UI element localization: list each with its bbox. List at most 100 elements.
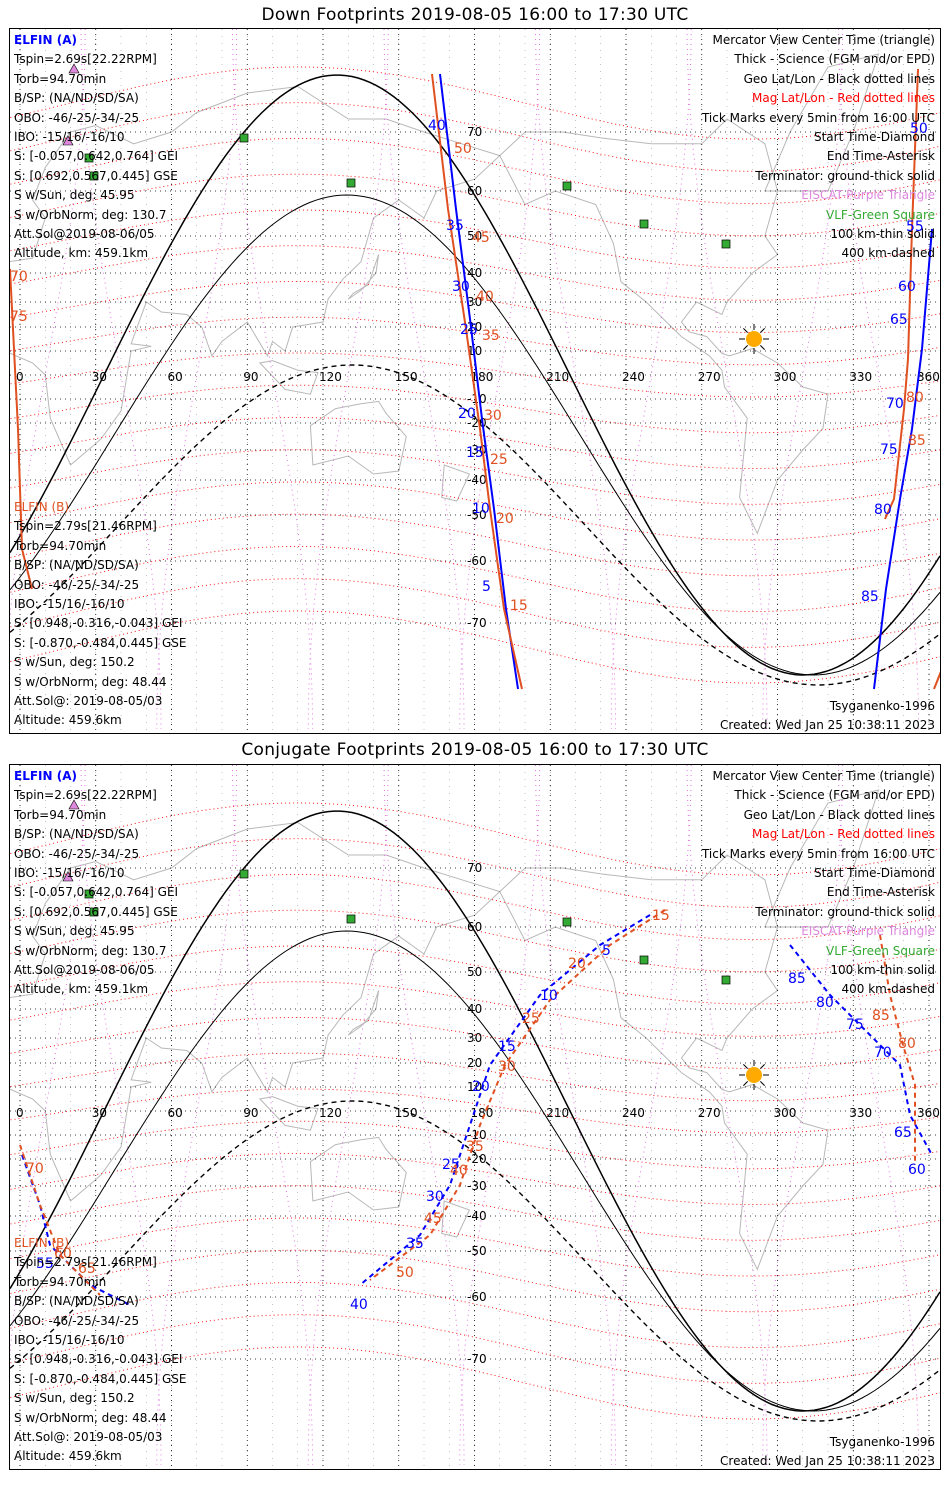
lon-tick-label: 210: [546, 1106, 569, 1120]
track-time-label: 20: [458, 406, 476, 422]
info-line: B/SP: (NA/ND/SD/SA): [14, 558, 139, 573]
track-time-label: 55: [906, 219, 924, 235]
track-time-label: 25: [490, 452, 508, 468]
track-time-label: 35: [446, 218, 464, 234]
legend-entry: Terminator: ground-thick solid: [755, 904, 935, 919]
vlf-green-square: [562, 181, 572, 191]
legend-entry: 100 km-thin solid: [830, 226, 935, 241]
track-time-label: 40: [450, 1163, 468, 1179]
track-time-label: 85: [861, 589, 879, 605]
elfin-a-info: ELFIN (A) Tspin=2.69s[22.22RPM] Torb=94.7…: [14, 767, 178, 996]
lon-tick-label: 210: [546, 370, 569, 384]
track-time-label: 65: [890, 312, 908, 328]
legend: Mercator View Center Time (triangle) Thic…: [702, 31, 935, 264]
info-line: S w/Sun, deg: 45.95: [14, 924, 135, 939]
lon-tick-label: 120: [319, 1106, 342, 1120]
mag-parallel: [10, 209, 940, 269]
lon-tick-label: 30: [92, 370, 107, 384]
sun-ray: [760, 328, 765, 333]
info-line: Att.Sol@: 2019-08-05/03: [14, 693, 163, 708]
created-stamp: Created: Wed Jan 25 10:38:11 2023: [720, 718, 935, 732]
lat-tick-label: 60: [467, 184, 482, 198]
lon-tick-label: 270: [698, 1106, 721, 1120]
lat-tick-label: -20: [467, 1152, 487, 1166]
eiscat-triangle: [68, 63, 80, 74]
mag-parallel: [10, 578, 940, 648]
track-time-label: 50: [910, 121, 928, 137]
lat-tick-label: 30: [467, 1031, 482, 1045]
legend-entry: 400 km-dashed: [841, 982, 935, 997]
eiscat-triangle: [62, 871, 74, 882]
mag-parallel: [10, 173, 940, 237]
mag-parallel: [10, 909, 940, 973]
legend-entry: Terminator: ground-thick solid: [755, 168, 935, 183]
lon-tick-label: 300: [774, 370, 797, 384]
lat-tick-label: -30: [467, 1179, 487, 1193]
lat-tick-label: 50: [467, 229, 482, 243]
mag-grid: [10, 765, 940, 1465]
elfin-a-track-2: [873, 228, 933, 690]
elfin-a-lines: Tspin=2.69s[22.22RPM] Torb=94.70min B/SP: …: [14, 50, 178, 260]
mag-parallel: [10, 802, 940, 876]
legend-entry: VLF-Green Square: [826, 207, 935, 222]
vlf-green-square: [239, 133, 249, 143]
info-line: Altitude, km: 459.1km: [14, 246, 149, 261]
sun-disk: [746, 331, 762, 347]
mag-grid: [10, 29, 940, 729]
track-time-label: 70: [874, 1045, 892, 1061]
info-line: S: [-0.057,0.642,0.764] GEI: [14, 885, 179, 900]
sun-disk: [746, 1067, 762, 1083]
eiscat-triangle: [62, 135, 74, 146]
lon-tick-label: 240: [622, 1106, 645, 1120]
track-time-label: 80: [898, 1036, 916, 1052]
elfin-b-header: ELFIN (B): [14, 1236, 70, 1250]
track-time-label: 15: [652, 908, 670, 924]
lat-tick-label: -40: [467, 473, 487, 487]
legend-entry: VLF-Green Square: [826, 943, 935, 958]
lon-tick-label: 240: [622, 370, 645, 384]
continent-outline: [499, 854, 829, 1271]
track-time-label: 40: [476, 289, 494, 305]
track-time-label: 75: [10, 309, 28, 325]
continent-outline: [10, 821, 501, 1202]
elfin-a-info: ELFIN (A) Tspin=2.69s[22.22RPM] Torb=94.7…: [14, 31, 178, 260]
elfin-b-lines: Tspin=2.79s[21.46RPM] Torb=94.70min B/SP: …: [14, 517, 187, 727]
info-line: OBO: -46/-25/-34/-25: [14, 846, 140, 861]
legend-entry: Mercator View Center Time (triangle): [712, 33, 935, 47]
track-time-label: 45: [472, 230, 490, 246]
track-time-label: 5: [602, 943, 611, 959]
lon-tick-label: 0: [16, 370, 24, 384]
track-time-label: 20: [472, 1079, 490, 1095]
track-time-label: 85: [788, 971, 806, 987]
continent-outline: [441, 464, 471, 502]
info-line: S w/Sun, deg: 45.95: [14, 188, 135, 203]
lat-tick-label: 30: [467, 295, 482, 309]
terminator-100km: [10, 194, 940, 676]
elfin-a-header: ELFIN (A): [14, 769, 77, 783]
info-line: OBO: -46/-25/-34/-25: [14, 110, 140, 125]
lat-tick-label: 40: [467, 266, 482, 280]
mag-parallel: [10, 838, 940, 908]
info-line: OBO: -46/-25/-34/-25: [14, 577, 140, 592]
track-time-label: 50: [454, 141, 472, 157]
lat-tick-label: 10: [467, 1080, 482, 1094]
track-time-label: 45: [424, 1211, 442, 1227]
track-time-label: 70: [26, 1161, 44, 1177]
info-line: S: [-0.870,-0.484,0.445] GSE: [14, 1371, 187, 1386]
track-time-label: 10: [540, 988, 558, 1004]
track-time-label: 30: [426, 1189, 444, 1205]
map-canvas: 0 30 60 90 120 150 180 210 240 270 300 330 360706050…: [10, 29, 940, 733]
terminator-ground: [10, 74, 940, 676]
lon-tick-label: 180: [471, 1106, 494, 1120]
sun-icon: [739, 324, 769, 354]
track-time-label: 85: [908, 433, 926, 449]
elfin-b-header: ELFIN (B): [14, 500, 70, 514]
info-line: S: [-0.870,-0.484,0.445] GSE: [14, 635, 187, 650]
info-line: Torb=94.70min: [14, 538, 107, 553]
legend-entry: EISCAT-Purple Triangle: [801, 188, 935, 203]
info-line: Tspin=2.79s[21.46RPM]: [14, 519, 157, 534]
map-panel-down-footprints: 0 30 60 90 120 150 180 210 240 270 300 330 360 70 60 50…: [9, 28, 941, 734]
track-time-label: 50: [396, 1265, 414, 1281]
elfin-b-info: ELFIN (B) Tspin=2.79s[21.46RPM] Torb=94.7…: [14, 1234, 187, 1463]
mag-parallel: [10, 1346, 940, 1420]
